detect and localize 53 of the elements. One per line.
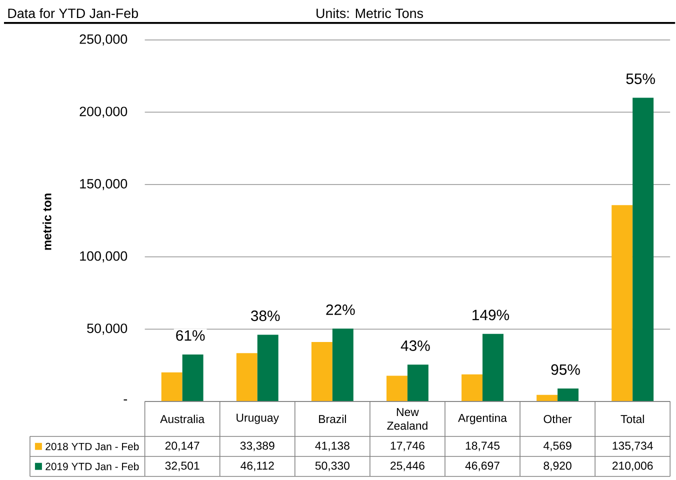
data-label: 50,330 [315,461,350,471]
bar [558,388,579,402]
x-tick-label: Total [620,414,644,423]
annotation: 149% [472,310,510,320]
bar [407,364,428,402]
chart-subtitle: Units: Metric Tons [316,8,424,18]
bar [536,394,558,402]
y-tick-label: 100,000 [80,251,128,262]
data-label: 32,501 [165,461,200,471]
bar [632,98,654,402]
annotation: 55% [626,73,655,84]
x-tick-label: New Zealand [387,408,428,430]
data-label: 46,112 [240,461,274,471]
bar [257,334,278,402]
bar [161,372,182,402]
bar [482,334,504,402]
x-tick-label: Argentina [458,413,507,424]
y-tick-label: - [124,399,128,400]
annotation: 61% [176,330,205,341]
data-label: 4,569 [543,441,572,451]
data-label: 8,920 [544,461,572,471]
legend-label: 2018 YTD Jan - Feb [46,442,139,450]
bar [612,204,633,402]
x-tick-label: Uruguay [236,414,279,424]
data-label: 210,006 [612,461,653,471]
bar [386,376,408,402]
data-label: 41,138 [315,441,350,451]
bar [236,352,258,402]
x-tick-label: Australia [160,414,205,423]
annotation: 22% [326,304,355,315]
bar [332,328,354,402]
chart-title: Data for YTD Jan-Feb [8,8,138,18]
data-label: 33,389 [240,441,274,451]
bar [311,342,332,402]
bar [462,374,483,402]
data-label: 46,697 [465,461,500,471]
x-tick-label: Brazil [319,414,346,423]
y-tick-label: 200,000 [80,106,128,118]
annotation: 95% [551,364,580,375]
data-label: 18,745 [466,441,500,451]
y-tick-label: 50,000 [87,323,128,335]
bar [182,354,204,402]
y-axis-title: metric ton [42,193,52,250]
x-tick-label: Other [544,414,572,423]
data-label: 20,147 [165,441,200,451]
data-label: 135,734 [612,441,653,451]
legend-label: 2019 YTD Jan - Feb [46,462,139,470]
annotation: 38% [250,310,280,321]
y-tick-label: 150,000 [80,178,128,190]
y-tick-label: 250,000 [80,34,128,46]
data-label: 25,446 [390,461,424,471]
annotation: 43% [400,340,430,351]
data-label: 17,746 [390,441,424,451]
